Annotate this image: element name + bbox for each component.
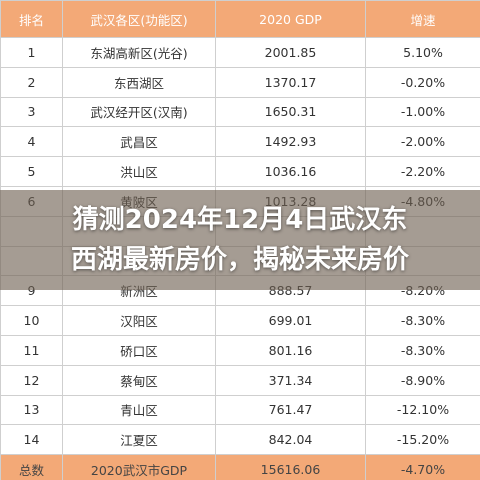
table-row: 1 东湖高新区(光谷) 2001.85 5.10% (0, 37, 480, 68)
cell: 5 (0, 156, 63, 187)
cell: 蔡甸区 (62, 364, 216, 396)
cell: 总数 (0, 454, 63, 480)
header-cell: 增速 (365, 0, 480, 38)
cell: 11 (0, 334, 63, 366)
cell: -8.30% (365, 334, 480, 366)
cell: -12.10% (365, 394, 480, 426)
total-row: 总数 2020武汉市GDP 15616.06 -4.70% (0, 454, 480, 480)
table-row: 10 汉阳区 699.01 -8.30% (0, 305, 480, 336)
cell: 武昌区 (62, 126, 216, 158)
cell: 371.34 (215, 364, 366, 396)
cell: 武汉经开区(汉南) (62, 96, 216, 128)
cell: -4.70% (365, 454, 480, 480)
cell: -2.20% (365, 156, 480, 187)
cell: 青山区 (62, 394, 216, 426)
cell: 842.04 (215, 424, 366, 456)
cell: 12 (0, 364, 63, 396)
cell: 1036.16 (215, 156, 366, 187)
cell: -8.90% (365, 364, 480, 396)
cell: 东西湖区 (62, 66, 216, 98)
table-row: 13 青山区 761.47 -12.10% (0, 394, 480, 426)
overlay-title-line: 西湖最新房价，揭秘未来房价 (70, 245, 409, 275)
header-cell: 武汉各区(功能区) (62, 0, 216, 38)
cell: 1 (0, 37, 63, 68)
cell: 10 (0, 305, 63, 336)
cell: -0.20% (365, 66, 480, 98)
cell: 1370.17 (215, 66, 366, 98)
cell: 3 (0, 96, 63, 128)
cell: 13 (0, 394, 63, 426)
table-row: 11 硚口区 801.16 -8.30% (0, 334, 480, 366)
cell: 2001.85 (215, 37, 366, 68)
cell: 1650.31 (215, 96, 366, 128)
cell: 5.10% (365, 37, 480, 68)
table-row: 14 江夏区 842.04 -15.20% (0, 424, 480, 456)
cell: -2.00% (365, 126, 480, 158)
table-row: 2 东西湖区 1370.17 -0.20% (0, 66, 480, 98)
cell: 761.47 (215, 394, 366, 426)
cell: 2020武汉市GDP (62, 454, 216, 480)
cell: 699.01 (215, 305, 366, 336)
cell: 1492.93 (215, 126, 366, 158)
header-row: 排名 武汉各区(功能区) 2020 GDP 增速 (0, 0, 480, 38)
cell: -1.00% (365, 96, 480, 128)
cell: 2 (0, 66, 63, 98)
cell: 801.16 (215, 334, 366, 366)
cell: 洪山区 (62, 156, 216, 187)
cell: 江夏区 (62, 424, 216, 456)
cell: 4 (0, 126, 63, 158)
cell: 东湖高新区(光谷) (62, 37, 216, 68)
cell: -8.30% (365, 305, 480, 336)
cell: 汉阳区 (62, 305, 216, 336)
header-cell: 排名 (0, 0, 63, 38)
table-row: 3 武汉经开区(汉南) 1650.31 -1.00% (0, 96, 480, 128)
cell: -15.20% (365, 424, 480, 456)
cell: 15616.06 (215, 454, 366, 480)
cell: 硚口区 (62, 334, 216, 366)
cell: 14 (0, 424, 63, 456)
header-cell: 2020 GDP (215, 0, 366, 38)
overlay-banner: 猜测2024年12月4日武汉东 西湖最新房价，揭秘未来房价 (0, 190, 480, 290)
overlay-title-line: 猜测2024年12月4日武汉东 (72, 205, 408, 235)
table-row: 5 洪山区 1036.16 -2.20% (0, 156, 480, 187)
table-row: 4 武昌区 1492.93 -2.00% (0, 126, 480, 158)
table-row: 12 蔡甸区 371.34 -8.90% (0, 364, 480, 396)
